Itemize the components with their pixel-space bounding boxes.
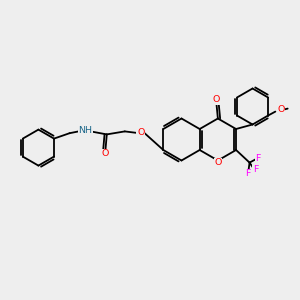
- Text: O: O: [137, 128, 144, 137]
- Text: F: F: [253, 165, 258, 174]
- Text: NH: NH: [78, 126, 92, 135]
- Text: O: O: [213, 95, 220, 104]
- Text: F: F: [245, 169, 251, 178]
- Text: O: O: [278, 105, 285, 114]
- Text: O: O: [214, 158, 222, 167]
- Text: F: F: [255, 154, 261, 163]
- Text: O: O: [102, 149, 109, 158]
